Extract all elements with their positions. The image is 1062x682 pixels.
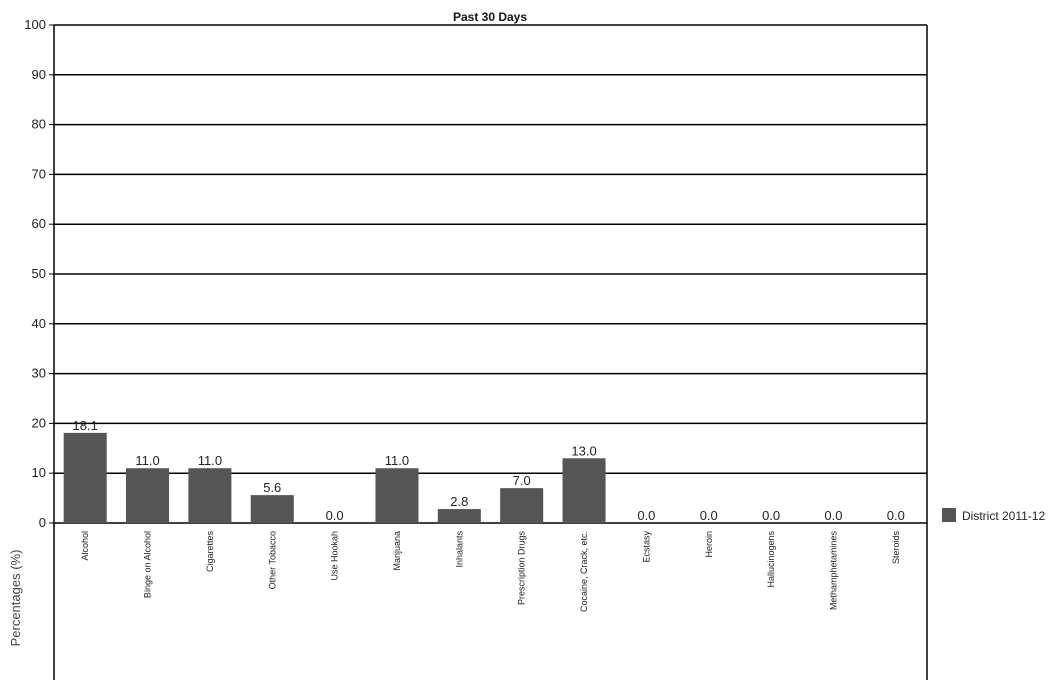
legend-label: District 2011-12	[962, 509, 1045, 523]
y-tick-label-40: 40	[32, 316, 46, 331]
value-label-other-tobacco: 5.6	[263, 480, 281, 495]
y-tick-label-0: 0	[39, 515, 46, 530]
y-axis-ticks: 0 10 20 30 40 50 60 70 80 90 100	[24, 17, 54, 530]
bar-prescription-drugs	[500, 488, 544, 523]
bar-alcohol	[63, 432, 107, 523]
category-label-heroin: Heroin	[704, 531, 714, 558]
value-label-cocaine-crack-etc: 13.0	[571, 443, 596, 458]
value-label-prescription-drugs: 7.0	[513, 473, 531, 488]
bar-marijuana	[375, 468, 419, 523]
gridlines	[54, 24, 927, 524]
bar-other-tobacco	[250, 495, 294, 523]
value-label-binge-on-alcohol: 11.0	[135, 453, 159, 468]
value-labels: 18.1 11.0 11.0 5.6 0.0 11.0 2.8 7.0 13.0 0.0 0.0 0.…	[73, 418, 905, 523]
y-tick-label-100: 100	[24, 17, 46, 32]
value-label-cigarettes: 11.0	[198, 453, 222, 468]
y-tick-label-80: 80	[32, 117, 46, 132]
y-axis-label: Percentages (%)	[8, 550, 23, 647]
category-label-use-hookah: Use Hookah	[330, 531, 340, 581]
bar-cocaine-crack-etc	[562, 458, 606, 523]
y-tick-label-50: 50	[32, 266, 46, 281]
value-label-steroids: 0.0	[887, 508, 905, 523]
category-label-hallucinogens: Hallucinogens	[766, 531, 776, 588]
bar-binge-on-alcohol	[126, 468, 170, 523]
category-labels: Alcohol Binge on Alcohol Cigarettes Other T…	[80, 531, 901, 613]
bars	[63, 432, 606, 523]
category-label-prescription-drugs: Prescription Drugs	[517, 531, 527, 606]
category-label-methamphetamines: Methamphetamines	[828, 531, 838, 611]
category-label-binge-on-alcohol: Binge on Alcohol	[143, 531, 153, 598]
value-label-use-hookah: 0.0	[326, 508, 344, 523]
category-label-steroids: Steroids	[891, 531, 901, 565]
y-tick-label-90: 90	[32, 67, 46, 82]
y-tick-label-70: 70	[32, 166, 46, 181]
category-label-inhalants: Inhalants	[454, 531, 464, 568]
value-label-alcohol: 18.1	[73, 418, 98, 433]
y-tick-label-30: 30	[32, 366, 46, 381]
category-label-marijuana: Marijuana	[392, 531, 402, 571]
y-tick-label-60: 60	[32, 216, 46, 231]
y-tick-label-20: 20	[32, 415, 46, 430]
category-label-cigarettes: Cigarettes	[205, 531, 215, 573]
value-label-hallucinogens: 0.0	[762, 508, 780, 523]
value-label-ecstasy: 0.0	[637, 508, 655, 523]
chart-title: Past 30 Days	[453, 10, 527, 24]
legend-swatch	[942, 508, 956, 522]
y-tick-label-10: 10	[32, 465, 46, 480]
bar-inhalants	[437, 509, 481, 523]
value-label-heroin: 0.0	[700, 508, 718, 523]
value-label-methamphetamines: 0.0	[824, 508, 842, 523]
category-label-ecstasy: Ecstasy	[641, 531, 651, 563]
bar-cigarettes	[188, 468, 232, 523]
category-label-cocaine-crack-etc: Cocaine, Crack, etc.	[579, 531, 589, 612]
category-label-other-tobacco: Other Tobacco	[267, 531, 277, 589]
category-label-alcohol: Alcohol	[80, 531, 90, 561]
value-label-inhalants: 2.8	[450, 494, 468, 509]
value-label-marijuana: 11.0	[385, 453, 409, 468]
